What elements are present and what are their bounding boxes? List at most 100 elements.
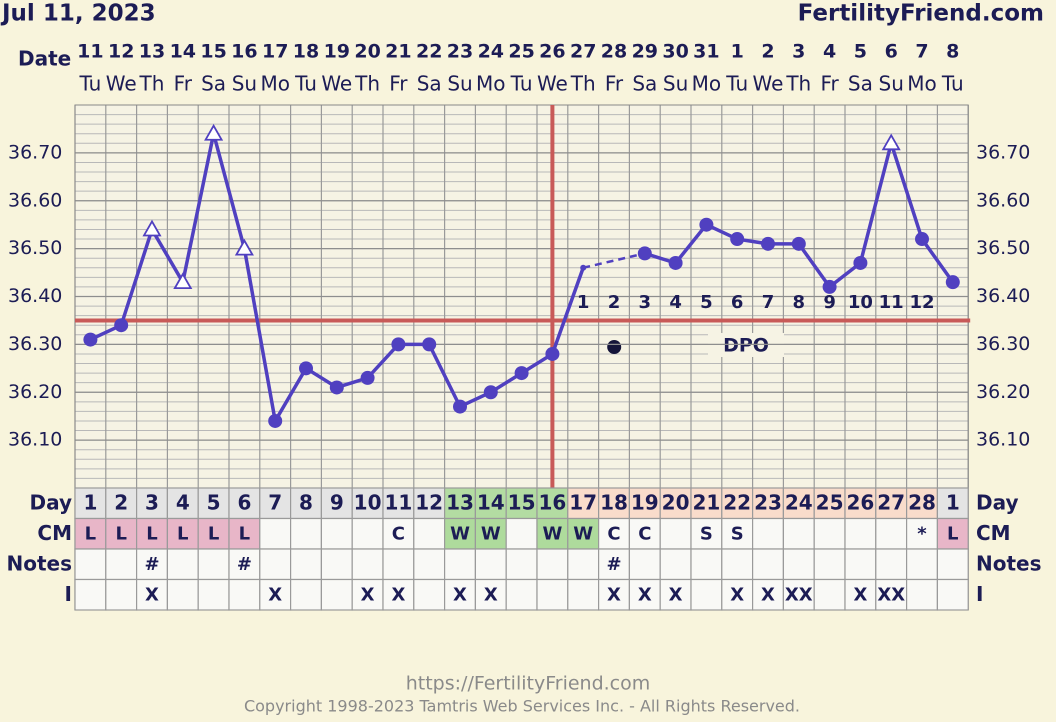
cycle_days-cell: 27	[877, 491, 905, 515]
table-cell	[936, 548, 969, 581]
table-cell	[567, 487, 600, 520]
intercourse-cell: X	[268, 585, 282, 606]
table-cell	[197, 517, 230, 550]
table-cell	[382, 578, 415, 611]
cm-cell: *	[917, 524, 927, 545]
table-cell	[105, 548, 138, 581]
dpo-number: 9	[823, 292, 836, 313]
weekday-label: Tu	[510, 72, 533, 96]
table-cell	[844, 487, 877, 520]
temp-marker	[853, 255, 868, 270]
temp-marker	[329, 380, 344, 395]
cm-cell: L	[115, 524, 126, 545]
intercourse-cell: X	[730, 585, 744, 606]
table-cell	[875, 578, 908, 611]
cm-cell: W	[450, 524, 470, 545]
temp-marker	[915, 232, 929, 247]
table-cell	[382, 548, 415, 581]
dpo-number: 3	[639, 292, 652, 313]
table-cell	[659, 578, 692, 611]
table-cell	[905, 578, 938, 611]
table-cell	[721, 487, 754, 520]
row-label-right: CM	[976, 521, 1011, 545]
cm-cell: L	[239, 524, 250, 545]
dpo-number: 6	[731, 292, 744, 313]
cycle_days-cell: 2	[114, 491, 128, 515]
temp-marker	[268, 413, 283, 428]
date-label: 27	[570, 41, 596, 63]
weekday-label: Sa	[201, 72, 226, 96]
table-cell	[413, 578, 446, 611]
table-cell	[628, 578, 661, 611]
weekday-label: We	[537, 72, 568, 96]
cm-cell: L	[947, 524, 958, 545]
cm-cell: L	[177, 524, 188, 545]
row-label: Notes	[6, 552, 72, 576]
table-cell	[74, 548, 107, 581]
table-cell	[751, 548, 784, 581]
table-cell	[782, 548, 815, 581]
date-label: 5	[854, 41, 867, 63]
table-cell	[690, 578, 723, 611]
table-cell	[721, 548, 754, 581]
notes-cell: #	[606, 554, 621, 575]
weekday-label: Mo	[692, 72, 722, 96]
table-cell	[474, 548, 507, 581]
table-cell	[905, 487, 938, 520]
cycle_days-cell: 1	[83, 491, 97, 515]
row-label: CM	[37, 521, 72, 545]
date-label: 28	[601, 41, 627, 63]
temp-marker	[299, 361, 313, 376]
table-cell	[166, 487, 199, 520]
weekday-label: Su	[663, 72, 688, 96]
cycle_days-cell: 20	[662, 491, 690, 515]
table-cell	[197, 578, 230, 611]
table-cell	[751, 578, 784, 611]
date-label: 17	[262, 41, 288, 63]
table-cell	[136, 517, 169, 550]
y-tick-label: 36.40	[8, 285, 62, 307]
date-label: 2	[761, 41, 774, 63]
intercourse-cell: X	[853, 585, 867, 606]
open-marker	[173, 272, 193, 290]
cm-cell: S	[700, 524, 713, 545]
y-tick-label: 36.50	[8, 237, 62, 259]
date-label: 26	[539, 41, 565, 63]
cycle_days-cell: 5	[207, 491, 221, 515]
table-cell	[813, 517, 846, 550]
table-cell	[444, 517, 477, 550]
weekday-label: Fr	[389, 72, 408, 96]
cycle_days-cell: 17	[569, 491, 597, 515]
y-tick-label: 36.60	[8, 189, 62, 211]
table-cell	[228, 578, 261, 611]
table-cell	[290, 548, 323, 581]
weekday-label: Su	[447, 72, 472, 96]
date-label: 14	[170, 41, 196, 63]
weekday-label: Th	[139, 72, 165, 96]
intercourse-cell: X	[607, 585, 621, 606]
table-cell	[567, 517, 600, 550]
cycle_days-cell: 22	[723, 491, 751, 515]
weekday-label: We	[753, 72, 784, 96]
cm-cell: L	[85, 524, 96, 545]
weekday-label: Th	[570, 72, 596, 96]
weekday-label: Tu	[941, 72, 964, 96]
table-cell	[74, 517, 107, 550]
date-label: 22	[416, 41, 442, 63]
table-cell	[905, 548, 938, 581]
table-cell	[197, 548, 230, 581]
date-label: 7	[915, 41, 928, 63]
dpo-number: 7	[762, 292, 775, 313]
table-cell	[505, 517, 538, 550]
weekday-label: We	[106, 72, 137, 96]
temp-marker	[791, 236, 806, 251]
date-label: 18	[293, 41, 319, 63]
weekday-label: Fr	[605, 72, 624, 96]
date-label: 16	[231, 41, 257, 63]
temp-marker	[761, 236, 775, 251]
cycle_days-cell: 3	[145, 491, 159, 515]
cycle_days-cell: 18	[600, 491, 628, 515]
table-cell	[844, 517, 877, 550]
table-cell	[536, 578, 569, 611]
